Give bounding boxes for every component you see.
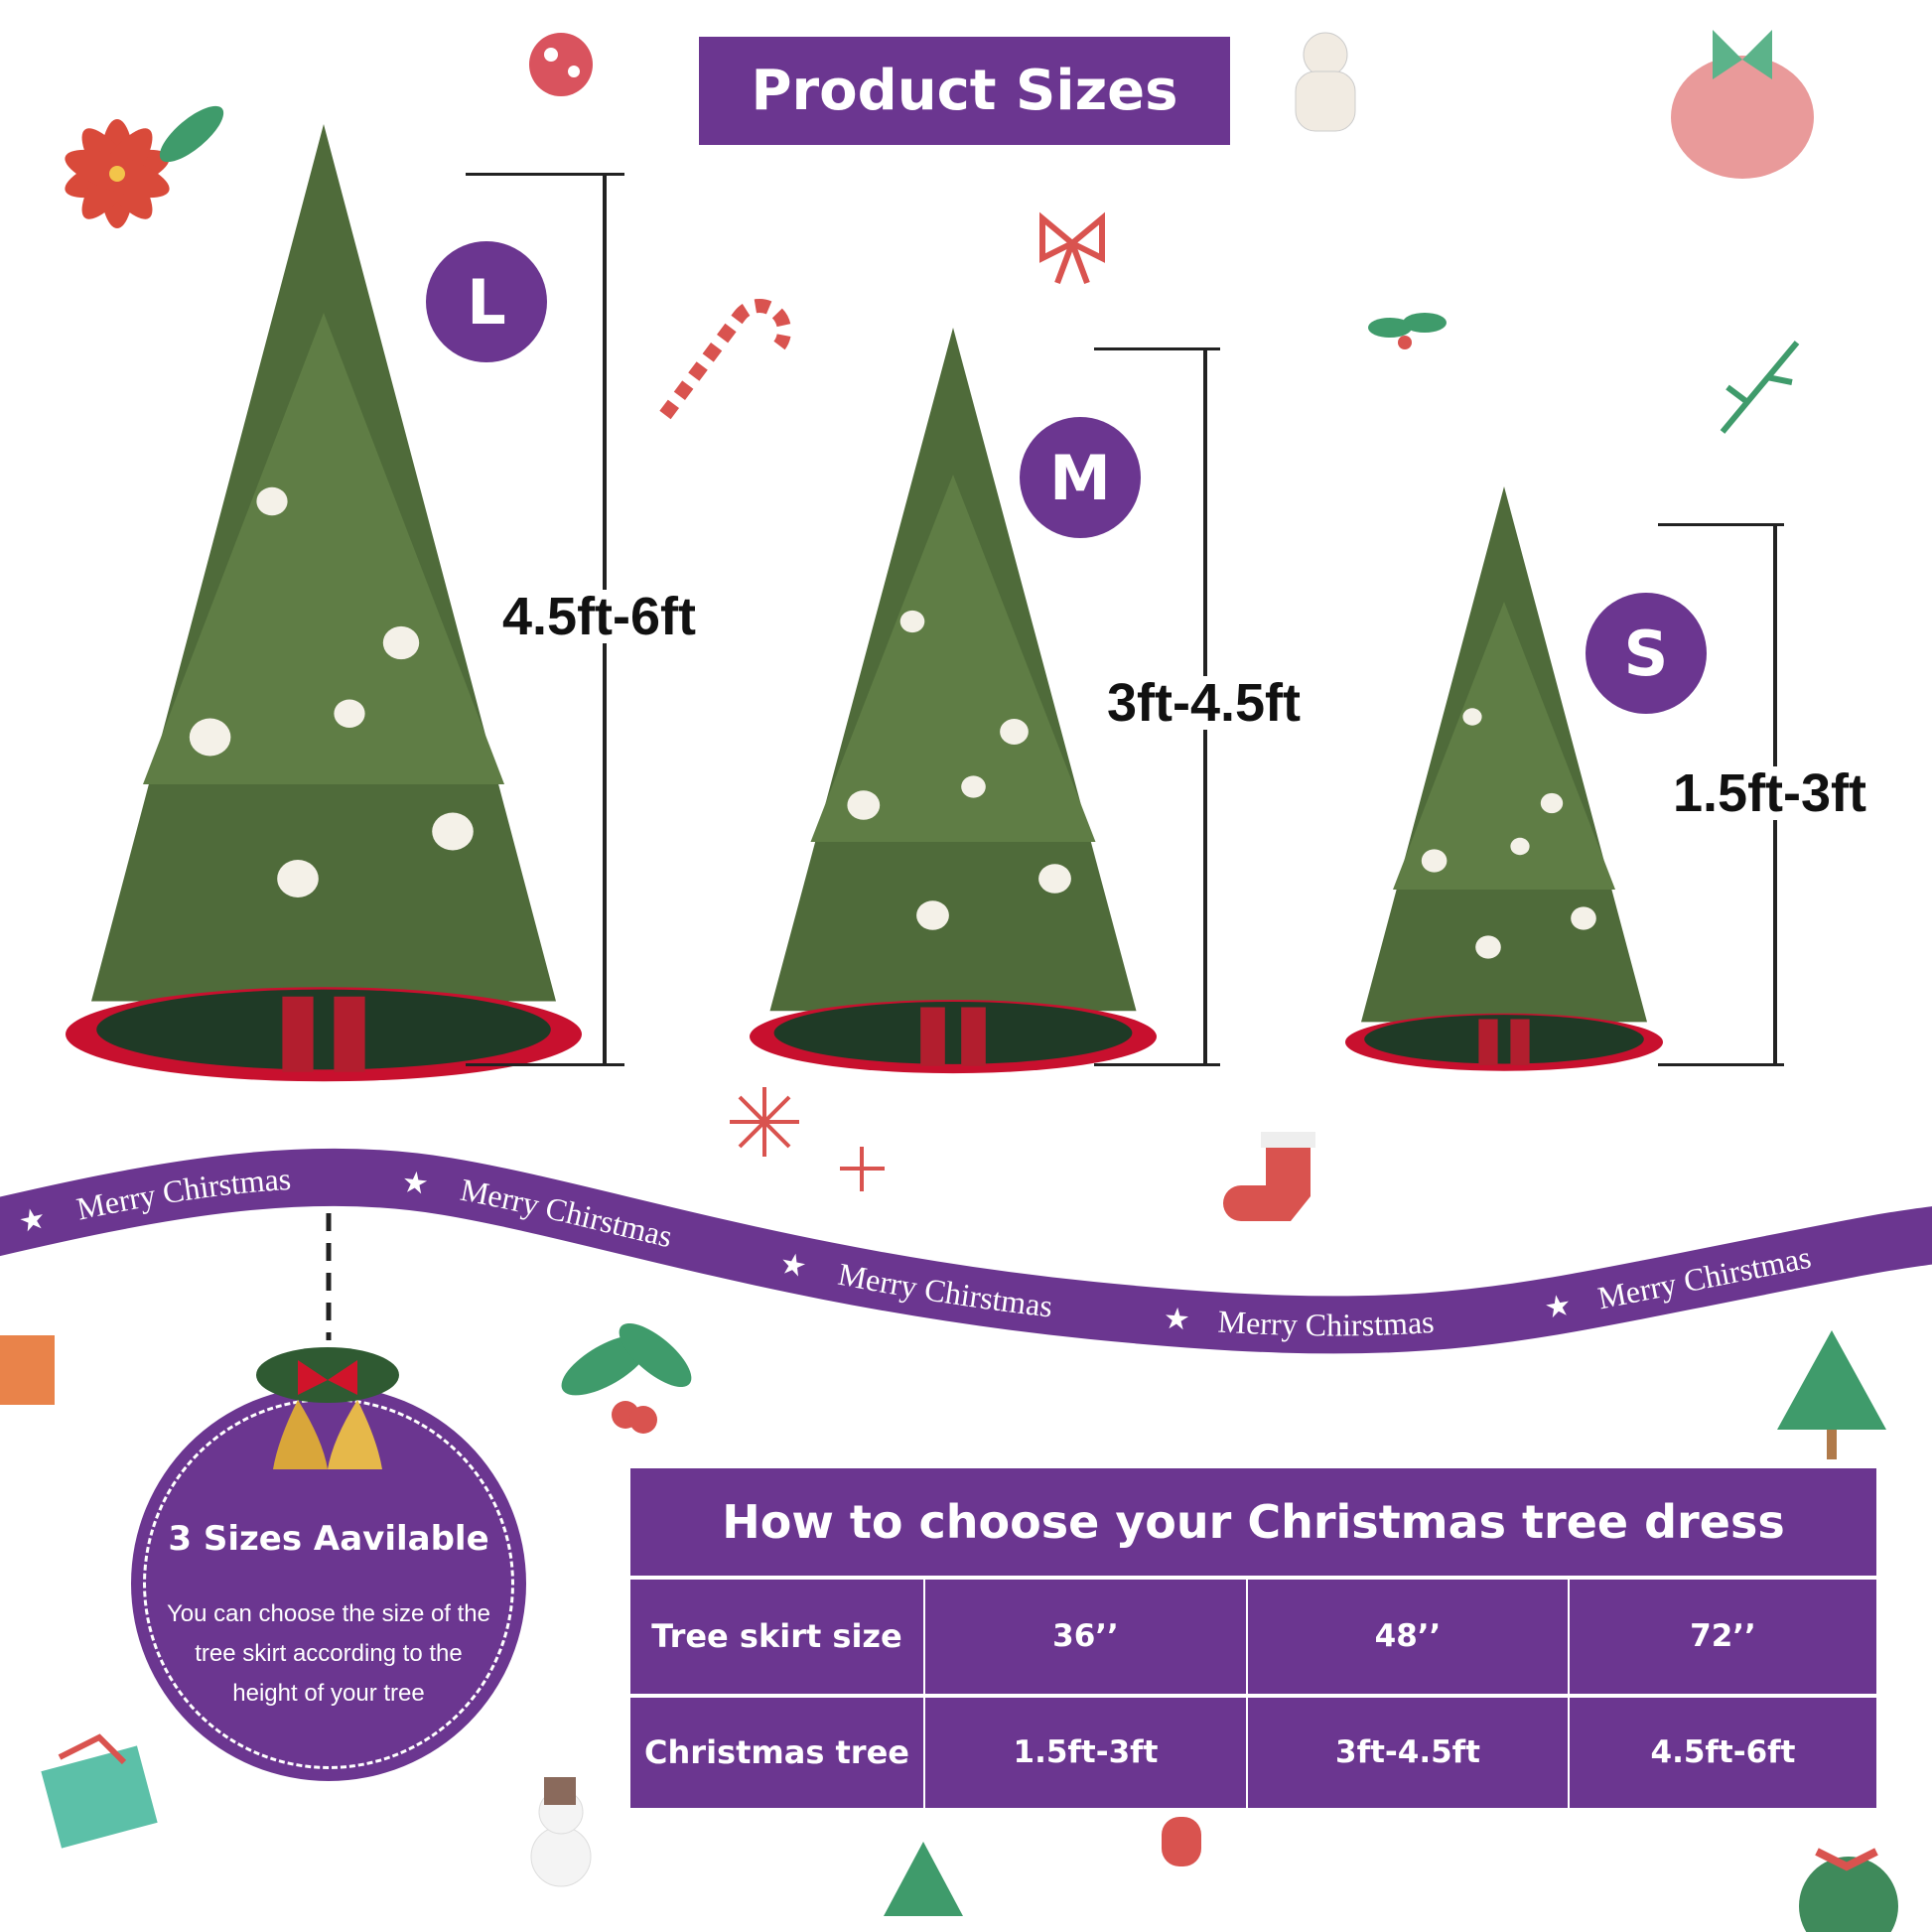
bells-icon — [256, 1347, 399, 1469]
holly-icon — [1368, 313, 1447, 349]
info-line: height of your tree — [232, 1680, 425, 1707]
mitten-icon — [1162, 1817, 1201, 1866]
star-icon: ★ — [400, 1166, 431, 1201]
table-title: How to choose your Christmas tree dress — [630, 1468, 1876, 1580]
sizes-info-text: You can choose the size of the tree skir… — [151, 1594, 506, 1714]
row-label: Tree skirt size — [630, 1578, 924, 1698]
star-icon: ★ — [1163, 1303, 1191, 1337]
m-top-tick — [1094, 347, 1220, 350]
bow-icon — [1039, 211, 1105, 285]
holly-large-icon — [561, 1322, 692, 1434]
ornament-icon — [529, 33, 593, 96]
size-badge-s: S — [1586, 593, 1707, 714]
ribbon-text: Merry Chirstmas — [1217, 1304, 1436, 1343]
table-cell: 4.5ft-6ft — [1568, 1695, 1876, 1808]
gift-icon — [0, 1335, 158, 1849]
table-cell: 1.5ft-3ft — [923, 1695, 1247, 1808]
table-cell: 48’’ — [1246, 1578, 1569, 1698]
svg-text:★: ★ — [400, 1166, 431, 1201]
l-bottom-tick — [466, 1063, 624, 1066]
size-range-m: 3ft-4.5ft — [1103, 676, 1306, 730]
sizes-available-title: 3 Sizes Aavilable — [168, 1519, 489, 1559]
branch-icon — [1720, 341, 1800, 434]
page-title: Product Sizes — [699, 37, 1230, 145]
pudding-icon — [1799, 1848, 1898, 1932]
info-line: tree skirt according to the — [195, 1640, 463, 1667]
info-line: You can choose the size of the — [166, 1600, 490, 1627]
svg-text:★: ★ — [1542, 1289, 1574, 1325]
star-icon: ★ — [776, 1247, 809, 1285]
candy-cane-icon — [659, 299, 791, 420]
l-top-tick — [466, 173, 624, 176]
svg-text:★: ★ — [776, 1247, 809, 1285]
table-cell: 72’’ — [1568, 1578, 1876, 1698]
size-range-l: 4.5ft-6ft — [498, 590, 701, 643]
table-cell: 3ft-4.5ft — [1246, 1695, 1569, 1808]
small-tree-icon — [884, 1330, 1886, 1916]
table-cell: 36’’ — [923, 1578, 1247, 1698]
s-top-tick — [1658, 523, 1784, 526]
gift-ornament-icon — [1671, 30, 1814, 179]
size-badge-m: M — [1020, 417, 1141, 538]
size-guide-table: How to choose your Christmas tree dress … — [630, 1468, 1876, 1808]
svg-text:Merry Chirstmas: Merry Chirstmas — [1217, 1304, 1436, 1343]
poinsettia-icon — [65, 105, 224, 228]
size-range-s: 1.5ft-3ft — [1669, 766, 1871, 820]
table-row: Tree skirt size 36’’ 48’’ 72’’ — [630, 1578, 1876, 1698]
star-icon: ★ — [1542, 1289, 1574, 1325]
svg-text:★: ★ — [1163, 1303, 1191, 1337]
row-label: Christmas tree — [644, 1733, 909, 1772]
snowflake-icon — [730, 1087, 885, 1191]
size-badge-l: L — [426, 241, 547, 362]
s-bottom-tick — [1658, 1063, 1784, 1066]
sizes-info-circle: 3 Sizes Aavilable You can choose the siz… — [131, 1386, 526, 1781]
m-bottom-tick — [1094, 1063, 1220, 1066]
snowman-icon — [530, 1777, 592, 1887]
gingerbread-icon — [1295, 32, 1356, 132]
stocking-icon — [1223, 1132, 1315, 1221]
table-row: Christmas tree 1.5ft-3ft 3ft-4.5ft 4.5ft… — [630, 1695, 1876, 1808]
